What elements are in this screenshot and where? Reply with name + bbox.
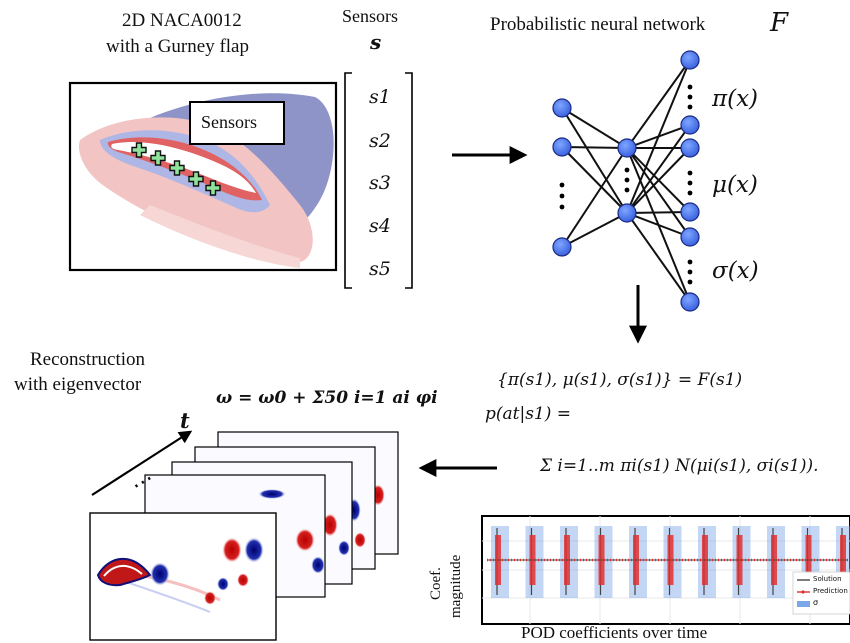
output-node (680, 138, 700, 158)
vorticity-frame-stack (89, 431, 399, 641)
reconstruction-title-line1: Reconstruction (30, 349, 146, 370)
legend-solution-label: Solution (813, 575, 842, 583)
equation-line-1: {π(s1), μ(s1), σ(s1)} = F(s1) (497, 370, 743, 390)
input-node (552, 137, 572, 157)
sensor-entry: s3 (369, 172, 391, 194)
output-mu-label: μ(x) (712, 172, 758, 198)
hidden-node (617, 138, 637, 158)
time-axis-arrow (91, 430, 193, 496)
pod-ylabel-line2: magnitude (448, 554, 464, 618)
legend-sigma-label: σ (813, 598, 819, 607)
pod-ylabel-line1: Coef. (428, 567, 444, 600)
time-label: t (180, 408, 190, 433)
chart-legend (792, 571, 850, 615)
sensor-vector-brackets (344, 72, 413, 289)
output-pi-label: π(x) (712, 86, 759, 112)
sensor-markers (131, 142, 221, 196)
sensor-entry: s4 (369, 215, 391, 237)
reconstruction-title-line2: with eigenvector (14, 374, 142, 395)
network-symbol: F (770, 8, 789, 38)
vorticity-frame-front (89, 512, 277, 641)
sensor-vector-symbol: s (370, 30, 382, 54)
input-node (552, 237, 572, 257)
output-node (680, 202, 700, 222)
sensor-entry: s1 (369, 86, 391, 108)
output-sigma-label: σ(x) (712, 258, 759, 284)
hidden-node (617, 203, 637, 223)
legend-prediction-label: Prediction (813, 587, 848, 595)
equation-line-2: p(at|s1) = (485, 404, 572, 424)
airfoil-flow-image (68, 81, 338, 272)
pod-chart-caption: POD coefficients over time (521, 623, 708, 642)
output-node (680, 50, 700, 70)
output-node (680, 115, 700, 135)
equation-line-3: Σ i=1..m πi(s1) N(μi(s1), σi(s1)). (540, 456, 819, 476)
reconstruction-formula: ω = ω0 + Σ50 i=1 ai φi (216, 388, 438, 408)
sensor-entry: s2 (369, 130, 391, 152)
sensor-entry: s5 (369, 258, 391, 280)
neural-network-graph (552, 50, 700, 312)
sensors-box-label: Sensors (201, 112, 258, 132)
input-node (552, 98, 572, 118)
airfoil-title-line2: with a Gurney flap (106, 36, 249, 57)
output-node (680, 292, 700, 312)
sensor-vector-title: Sensors (342, 6, 399, 26)
airfoil-title-line1: 2D NACA0012 (122, 10, 242, 31)
pod-coefficient-chart (481, 515, 850, 625)
network-title: Probabilistic neural network (490, 14, 706, 35)
output-node (680, 227, 700, 247)
